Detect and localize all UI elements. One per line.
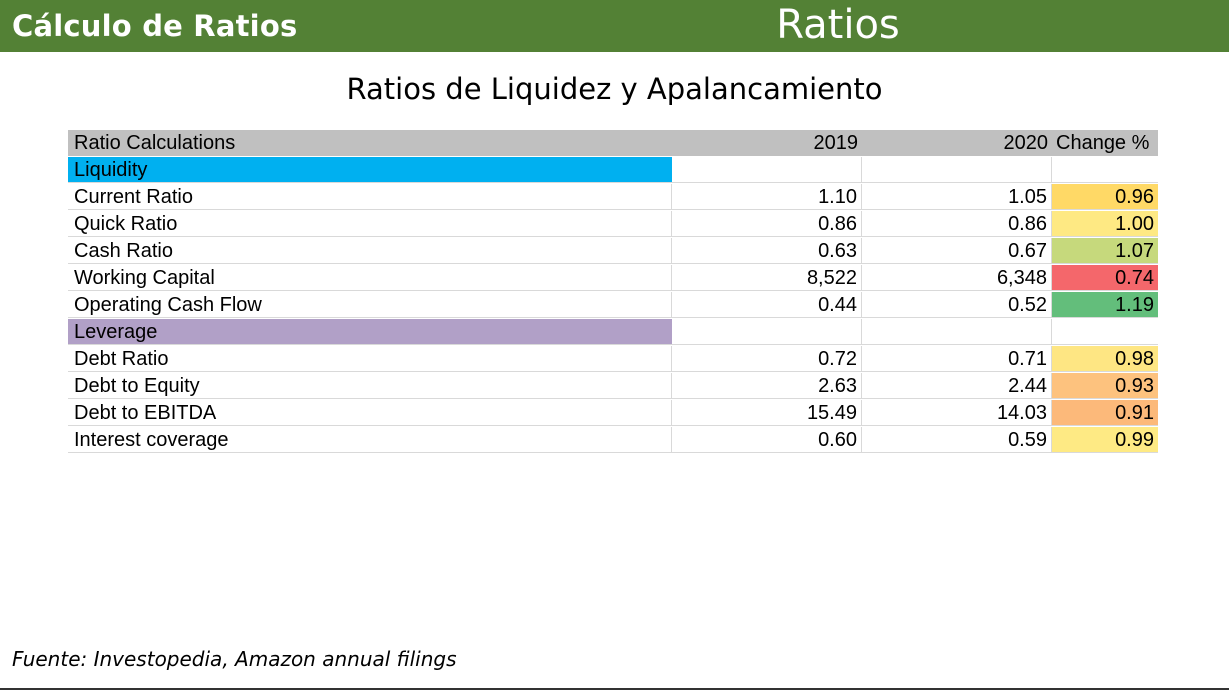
change-value: 1.07 bbox=[1052, 238, 1158, 264]
empty-cell bbox=[862, 157, 1052, 183]
value-2020: 0.86 bbox=[862, 211, 1052, 237]
change-value: 0.98 bbox=[1052, 346, 1158, 372]
ratio-label: Current Ratio bbox=[68, 184, 672, 210]
value-2020: 2.44 bbox=[862, 373, 1052, 399]
change-value: 1.00 bbox=[1052, 211, 1158, 237]
value-2019: 1.10 bbox=[672, 184, 862, 210]
value-2019: 0.44 bbox=[672, 292, 862, 318]
ratio-label: Quick Ratio bbox=[68, 211, 672, 237]
ratio-label: Cash Ratio bbox=[68, 238, 672, 264]
value-2019: 0.72 bbox=[672, 346, 862, 372]
value-2020: 0.52 bbox=[862, 292, 1052, 318]
change-value: 0.91 bbox=[1052, 400, 1158, 426]
empty-cell bbox=[672, 157, 862, 183]
value-2020: 6,348 bbox=[862, 265, 1052, 291]
value-2020: 1.05 bbox=[862, 184, 1052, 210]
ratio-label: Debt to Equity bbox=[68, 373, 672, 399]
header-bar: Cálculo de Ratios Ratios bbox=[0, 0, 1229, 52]
source-footnote: Fuente: Investopedia, Amazon annual fili… bbox=[12, 647, 457, 671]
value-2020: 0.71 bbox=[862, 346, 1052, 372]
header-label: Ratio Calculations bbox=[68, 130, 672, 156]
section-label: Leverage bbox=[68, 319, 672, 345]
ratio-label: Debt to EBITDA bbox=[68, 400, 672, 426]
ratio-label: Interest coverage bbox=[68, 427, 672, 453]
change-value: 0.99 bbox=[1052, 427, 1158, 453]
header-2020: 2020 bbox=[862, 130, 1052, 156]
header-change: Change % bbox=[1052, 130, 1158, 156]
empty-cell bbox=[1052, 157, 1158, 183]
value-2019: 0.63 bbox=[672, 238, 862, 264]
value-2020: 14.03 bbox=[862, 400, 1052, 426]
change-value: 0.74 bbox=[1052, 265, 1158, 291]
bottom-divider bbox=[0, 688, 1229, 690]
value-2020: 0.59 bbox=[862, 427, 1052, 453]
ratio-label: Debt Ratio bbox=[68, 346, 672, 372]
value-2019: 15.49 bbox=[672, 400, 862, 426]
empty-cell bbox=[672, 319, 862, 345]
slide-subtitle: Ratios de Liquidez y Apalancamiento bbox=[346, 72, 883, 106]
header-2019: 2019 bbox=[672, 130, 862, 156]
change-value: 1.19 bbox=[1052, 292, 1158, 318]
change-value: 0.93 bbox=[1052, 373, 1158, 399]
empty-cell bbox=[1052, 319, 1158, 345]
value-2019: 2.63 bbox=[672, 373, 862, 399]
value-2019: 0.60 bbox=[672, 427, 862, 453]
value-2019: 0.86 bbox=[672, 211, 862, 237]
empty-cell bbox=[862, 319, 1052, 345]
value-2020: 0.67 bbox=[862, 238, 1052, 264]
change-value: 0.96 bbox=[1052, 184, 1158, 210]
value-2019: 8,522 bbox=[672, 265, 862, 291]
ratio-label: Operating Cash Flow bbox=[68, 292, 672, 318]
slide-title: Ratios bbox=[776, 2, 900, 48]
section-label: Liquidity bbox=[68, 157, 672, 183]
section-title: Cálculo de Ratios bbox=[12, 9, 298, 43]
ratio-label: Working Capital bbox=[68, 265, 672, 291]
